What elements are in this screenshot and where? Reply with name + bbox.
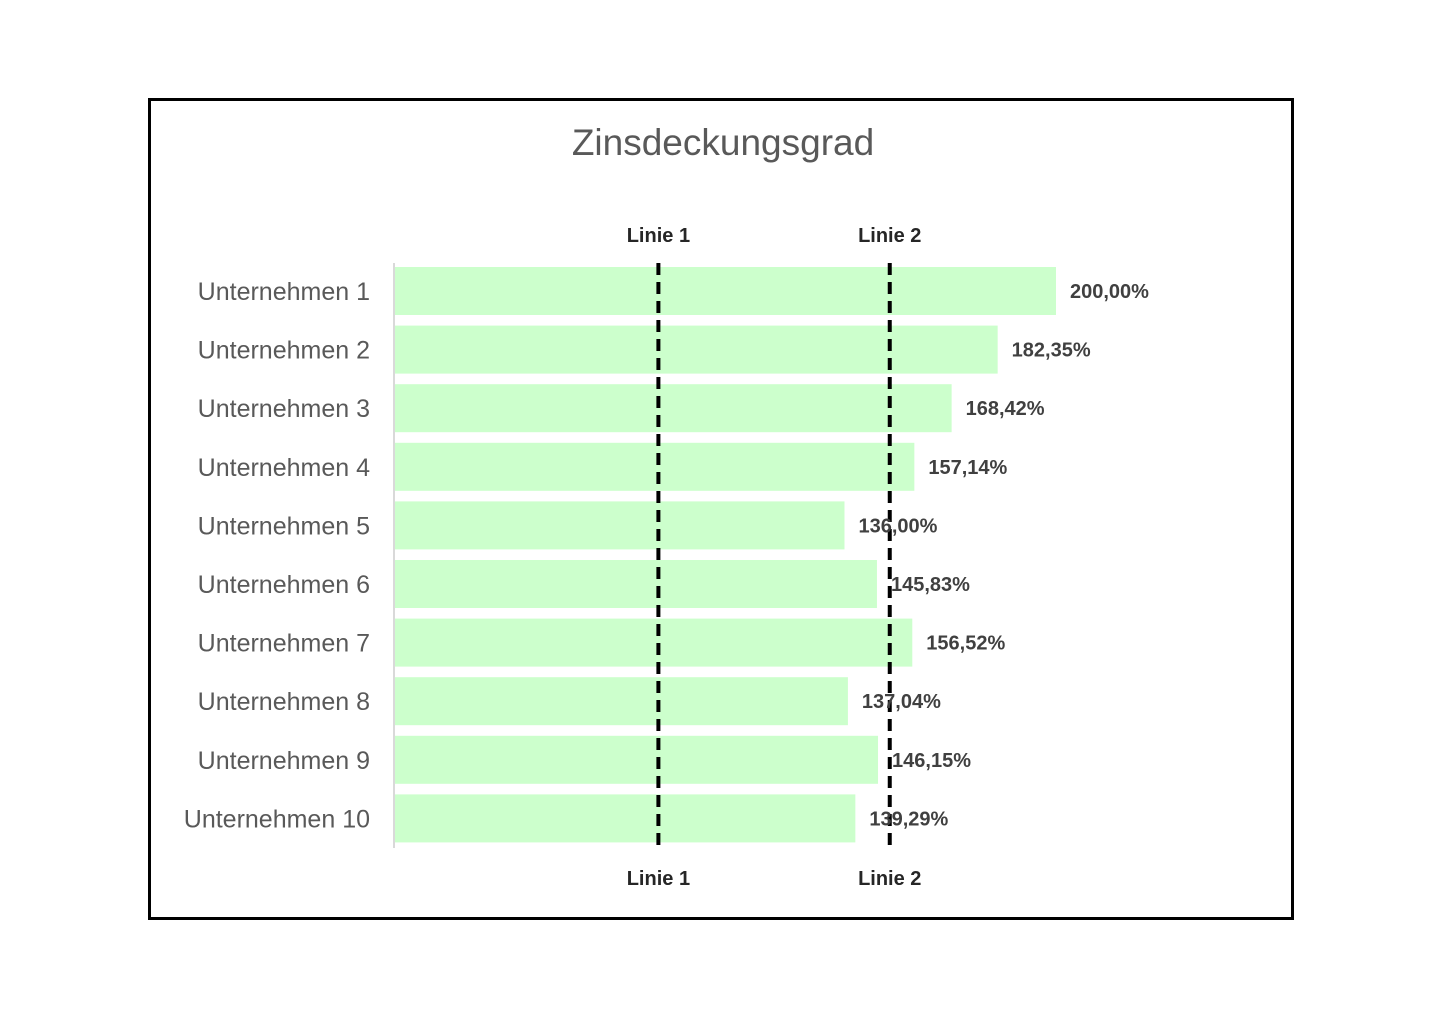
bar bbox=[395, 735, 879, 784]
bar bbox=[395, 560, 877, 608]
bar bbox=[395, 618, 913, 667]
data-label: 168,42% bbox=[966, 398, 1045, 420]
data-label: 139,29% bbox=[869, 808, 948, 830]
bar bbox=[395, 325, 998, 374]
bar bbox=[395, 442, 915, 491]
reference-line-label-bottom: Linie 2 bbox=[858, 868, 921, 890]
data-label: 200,00% bbox=[1070, 281, 1149, 303]
chart-frame: Zinsdeckungsgrad Unternehmen 1 200,00% Unt… bbox=[148, 98, 1294, 920]
category-label: Unternehmen 1 bbox=[198, 278, 370, 306]
bar bbox=[395, 384, 952, 433]
data-label: 182,35% bbox=[1012, 340, 1091, 362]
data-label: 146,15% bbox=[892, 750, 971, 772]
bar bbox=[395, 267, 1056, 315]
bar bbox=[395, 794, 856, 843]
category-label: Unternehmen 10 bbox=[184, 805, 370, 833]
category-label: Unternehmen 7 bbox=[198, 630, 370, 658]
labels-layer: Unternehmen 1 200,00% Unternehmen 2 182,35%… bbox=[184, 225, 1149, 890]
bars-layer bbox=[395, 267, 1056, 843]
category-label: Unternehmen 2 bbox=[198, 337, 370, 365]
category-label: Unternehmen 8 bbox=[198, 688, 370, 716]
data-label: 137,04% bbox=[862, 691, 941, 713]
bar bbox=[395, 677, 848, 726]
reference-line-label-top: Linie 1 bbox=[627, 225, 690, 247]
category-label: Unternehmen 4 bbox=[198, 454, 370, 482]
category-label: Unternehmen 6 bbox=[198, 571, 370, 599]
data-label: 156,52% bbox=[926, 633, 1005, 655]
data-label: 145,83% bbox=[891, 574, 970, 596]
reference-lines-layer bbox=[656, 263, 892, 848]
category-label: Unternehmen 9 bbox=[198, 747, 370, 775]
bar-chart: Zinsdeckungsgrad Unternehmen 1 200,00%Unt… bbox=[184, 122, 1149, 890]
category-label: Unternehmen 5 bbox=[198, 512, 370, 540]
data-label: 157,14% bbox=[928, 457, 1007, 479]
reference-line-label-top: Linie 2 bbox=[858, 225, 921, 247]
category-label: Unternehmen 3 bbox=[198, 395, 370, 423]
chart-title: Zinsdeckungsgrad bbox=[572, 122, 874, 163]
reference-line-label-bottom: Linie 1 bbox=[627, 868, 690, 890]
data-label: 136,00% bbox=[858, 515, 937, 537]
bar bbox=[395, 501, 845, 550]
